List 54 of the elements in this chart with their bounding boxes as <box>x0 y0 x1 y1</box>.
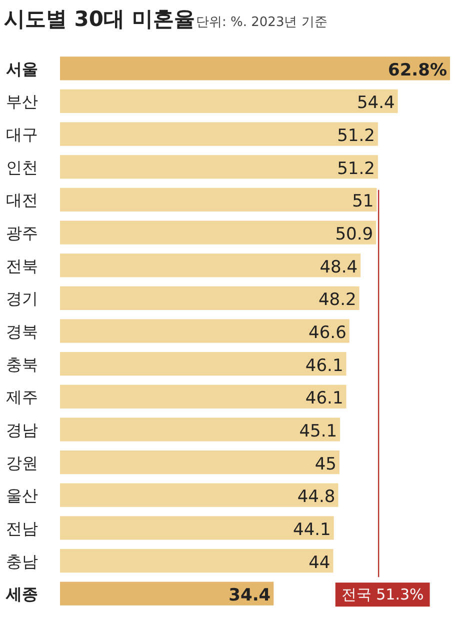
bar <box>60 418 340 442</box>
bar <box>60 155 378 179</box>
data-label: 45.1 <box>299 421 338 442</box>
y-tick-label: 전남 <box>6 518 38 538</box>
y-tick-label: 서울 <box>6 59 38 78</box>
bar <box>60 122 378 146</box>
bar <box>60 384 346 408</box>
y-tick-label: 전북 <box>6 256 38 276</box>
data-label: 46.1 <box>305 388 344 409</box>
y-tick-label: 경남 <box>6 420 38 440</box>
bar <box>60 582 274 606</box>
ref-line-label: 전국 51.3% <box>341 586 424 604</box>
y-tick-label: 제주 <box>6 388 38 407</box>
y-tick-label: 광주 <box>6 224 38 243</box>
data-label: 51.2 <box>337 126 375 146</box>
data-label: 62.8% <box>388 60 447 80</box>
y-tick-label: 대구 <box>6 125 38 144</box>
data-label: 54.4 <box>356 93 395 114</box>
bar <box>60 450 340 474</box>
bar <box>60 56 450 80</box>
y-tick-label: 충북 <box>6 354 38 374</box>
y-tick-label: 경기 <box>6 289 38 308</box>
y-tick-label: 경북 <box>6 322 38 341</box>
chart-subtitle: 단위: %. 2023년 기준 <box>196 15 328 30</box>
data-label: 48.2 <box>318 290 356 310</box>
bar <box>60 352 346 376</box>
data-label: 34.4 <box>228 586 271 606</box>
data-label: 44.8 <box>297 487 336 508</box>
bar <box>60 483 338 507</box>
y-tick-label: 인천 <box>6 158 38 177</box>
y-tick-label: 부산 <box>6 92 38 112</box>
y-tick-label: 세종 <box>5 584 38 604</box>
data-label: 45 <box>314 454 336 474</box>
bar <box>60 319 350 343</box>
bar <box>60 548 334 573</box>
data-label: 46.6 <box>308 323 346 343</box>
bar <box>60 516 334 540</box>
data-label: 44.1 <box>293 520 331 540</box>
data-label: 51.2 <box>337 158 375 179</box>
y-tick-label: 울산 <box>6 486 38 506</box>
data-label: 44 <box>308 552 330 573</box>
data-label: 46.1 <box>305 356 344 376</box>
data-label: 50.9 <box>335 224 374 245</box>
y-tick-label: 충남 <box>6 552 38 571</box>
bar <box>60 286 360 310</box>
bar <box>60 89 398 114</box>
bar <box>60 220 376 244</box>
y-tick-label: 대전 <box>6 190 38 210</box>
y-tick-label: 강원 <box>6 453 38 472</box>
bar <box>60 188 377 212</box>
data-label: 48.4 <box>320 257 358 278</box>
bar <box>60 254 361 278</box>
data-label: 51 <box>352 192 374 212</box>
chart-title: 시도별 30대 미혼율 <box>4 7 195 31</box>
